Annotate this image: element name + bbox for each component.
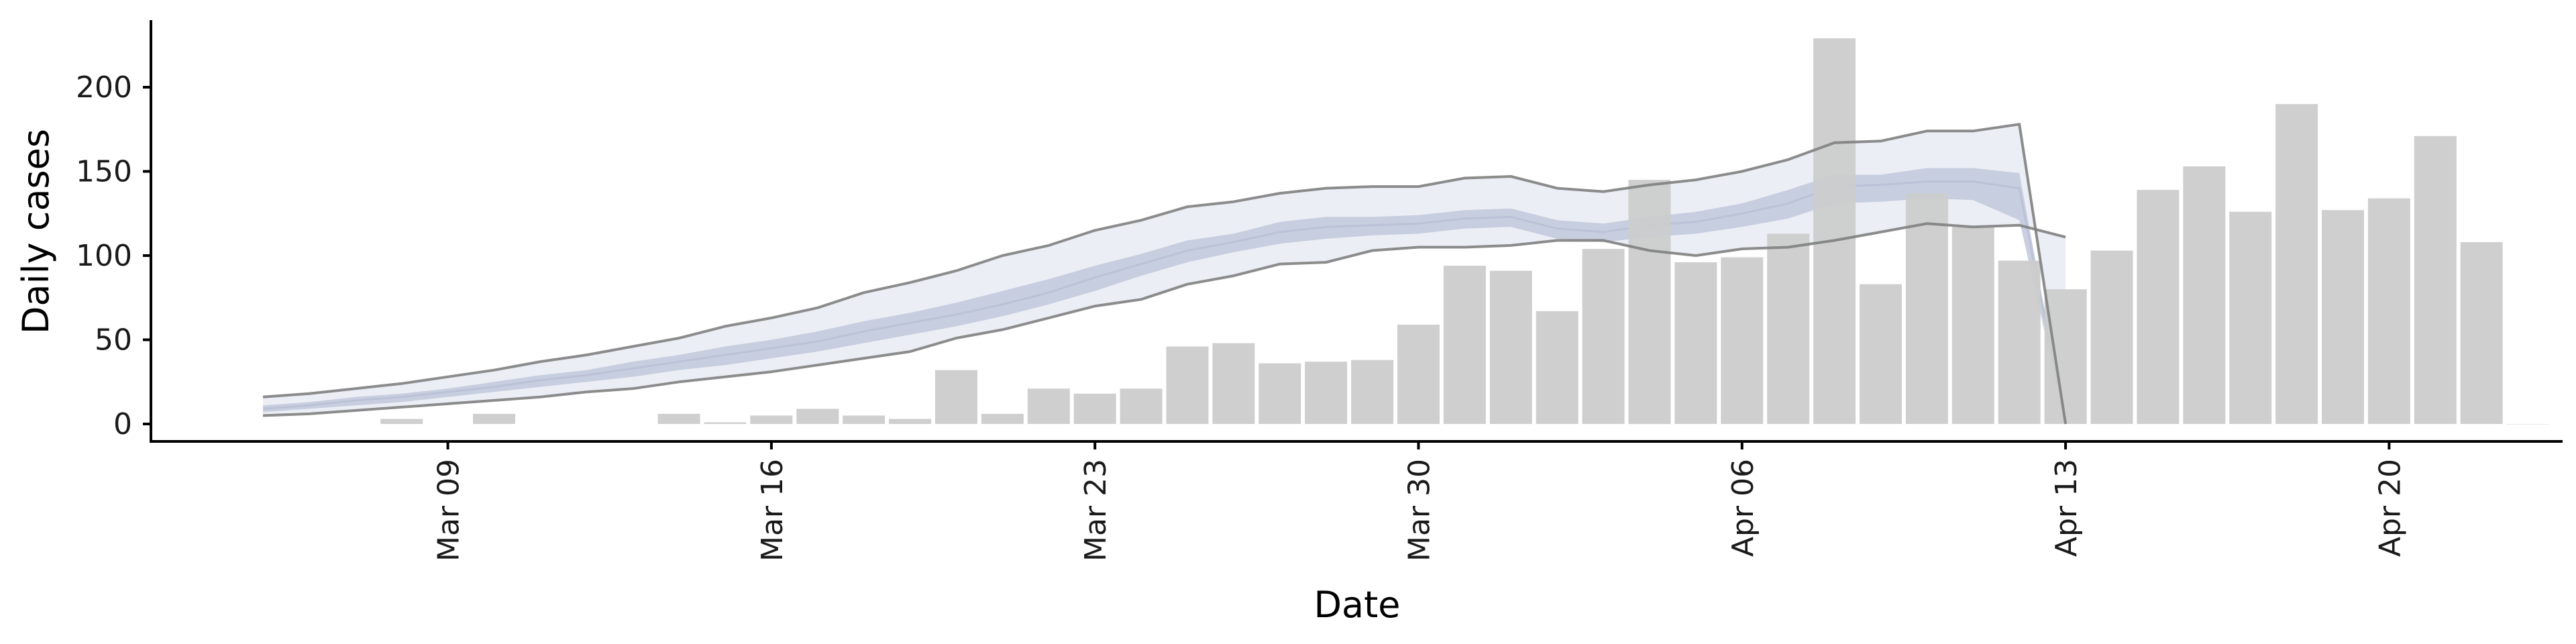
x-axis-title: Date [1313, 584, 1400, 626]
x-tick-label-2020-03-09: Mar 09 [432, 459, 466, 561]
bar-2020-04-06 [1721, 257, 1764, 424]
bar-2020-04-18 [2275, 104, 2318, 424]
bar-2020-03-08 [380, 419, 423, 424]
x-tick-label-2020-04-20: Apr 20 [2373, 459, 2407, 557]
bar-2020-04-04 [1628, 180, 1671, 425]
bar-2020-03-18 [843, 415, 885, 424]
bar-2020-03-19 [889, 419, 932, 424]
bar-2020-03-20 [935, 370, 977, 424]
inner-band-layer [262, 168, 2067, 425]
bar-2020-03-14 [657, 413, 700, 424]
bar-2020-04-01 [1489, 270, 1532, 424]
bar-2020-04-07 [1767, 233, 1810, 424]
y-tick-label-150: 150 [76, 155, 132, 189]
bar-2020-03-15 [704, 422, 747, 424]
bar-2020-04-09 [1860, 284, 1902, 424]
bar-2020-03-21 [981, 413, 1024, 424]
bar-2020-04-13 [2044, 289, 2087, 424]
x-tick-label-2020-03-23: Mar 23 [1079, 459, 1113, 561]
bar-2020-03-17 [796, 409, 839, 424]
bar-2020-04-14 [2090, 250, 2133, 424]
x-tick-label-2020-04-06: Apr 06 [1726, 459, 1760, 557]
bar-2020-04-20 [2367, 198, 2410, 424]
bar-2020-04-22 [2460, 241, 2503, 424]
y-axis-title: Daily cases [15, 129, 57, 334]
bar-2020-04-17 [2229, 211, 2272, 424]
bar-2020-03-31 [1443, 266, 1486, 424]
x-tick-label-2020-03-30: Mar 30 [1403, 459, 1437, 561]
bar-2020-03-10 [473, 413, 515, 424]
bar-2020-03-25 [1166, 346, 1209, 424]
bar-2020-04-15 [2137, 190, 2180, 424]
bar-2020-04-03 [1582, 249, 1625, 424]
bar-2020-04-19 [2322, 210, 2364, 424]
bar-2020-04-16 [2183, 166, 2226, 424]
bar-2020-03-24 [1120, 388, 1163, 424]
axes-layer: 0 50 100 150 200 Mar 09 Mar 16 Mar 23 Mar 30 Apr … [76, 20, 2563, 561]
y-tick-label-200: 200 [76, 70, 132, 105]
median-line [262, 180, 2067, 425]
bar-2020-04-10 [1905, 193, 1948, 424]
x-tick-label-2020-03-16: Mar 16 [755, 459, 790, 561]
bar-2020-04-21 [2414, 136, 2457, 425]
y-tick-label-50: 50 [95, 323, 132, 358]
bar-2020-03-29 [1351, 360, 1394, 424]
bar-2020-04-23 [2506, 424, 2549, 425]
bars-layer [380, 38, 2549, 425]
bar-2020-03-22 [1027, 388, 1070, 424]
bar-2020-04-11 [1951, 227, 1994, 424]
y-tick-label-100: 100 [76, 239, 132, 273]
bar-2020-03-30 [1397, 324, 1440, 424]
upper-bound-line [262, 123, 2068, 425]
bar-2020-04-12 [1998, 260, 2041, 424]
bar-2020-03-16 [750, 415, 793, 424]
bar-2020-03-27 [1258, 363, 1301, 424]
bar-2020-03-23 [1073, 393, 1116, 424]
ci-50-band [263, 168, 2066, 424]
bar-2020-03-28 [1305, 362, 1348, 424]
bar-2020-04-08 [1813, 38, 1856, 424]
x-tick-label-2020-04-13: Apr 13 [2049, 459, 2084, 557]
lower-bound-line [262, 222, 2066, 417]
bound-lines-layer [262, 123, 2068, 425]
bar-2020-04-05 [1674, 262, 1717, 424]
bar-2020-03-26 [1212, 343, 1255, 424]
bar-2020-04-02 [1536, 311, 1578, 424]
y-tick-label-0: 0 [113, 407, 132, 441]
